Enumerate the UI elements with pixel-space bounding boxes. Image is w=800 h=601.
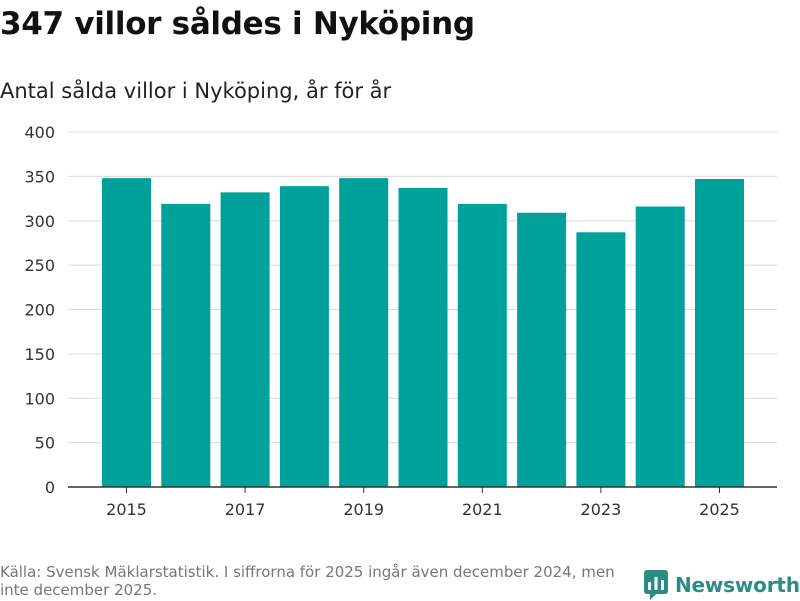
x-tick-label: 2023: [581, 500, 622, 519]
x-tick-label: 2015: [106, 500, 147, 519]
y-tick-label: 0: [45, 478, 55, 497]
y-tick-label: 100: [24, 389, 55, 408]
bar-2017: [220, 192, 270, 487]
brand-name: Newsworthy: [675, 573, 800, 597]
source-note: Källa: Svensk Mäklarstatistik. I siffror…: [0, 563, 615, 599]
newsworthy-logo[interactable]: Newsworthy: [644, 569, 800, 601]
bar-chart-svg: 0 50 100 150 200 250 300 350 400 2015 2017 2019 2021…: [24, 123, 777, 519]
chart-title: 347 villor såldes i Nyköping: [0, 6, 475, 42]
bar-2020: [398, 187, 448, 487]
x-tick-label: 2021: [462, 500, 503, 519]
y-tick-label: 150: [24, 345, 55, 364]
bar-2022: [517, 212, 567, 487]
x-tick-label: 2025: [699, 500, 740, 519]
bar-2019: [339, 178, 389, 487]
newsworthy-logo-icon: [644, 570, 668, 600]
bar-2018: [279, 186, 329, 487]
bar-chart: 0 50 100 150 200 250 300 350 400 2015 2017 2019 2021…: [0, 115, 800, 525]
bar-2023: [576, 232, 626, 487]
y-tick-label: 50: [35, 434, 55, 453]
x-tick-label: 2019: [343, 500, 384, 519]
chart-subtitle: Antal sålda villor i Nyköping, år för år: [0, 79, 392, 103]
y-tick-label: 200: [24, 301, 55, 320]
bar-2015: [102, 178, 151, 487]
y-tick-label: 300: [24, 212, 55, 231]
bar-2024: [635, 206, 685, 488]
bar-2021: [457, 203, 507, 487]
x-tick-label: 2017: [225, 500, 266, 519]
y-tick-label: 250: [24, 256, 55, 275]
bar-2016: [161, 203, 211, 487]
y-tick-label: 400: [24, 123, 55, 142]
y-tick-label: 350: [24, 167, 55, 186]
bar-2025: [695, 179, 744, 487]
